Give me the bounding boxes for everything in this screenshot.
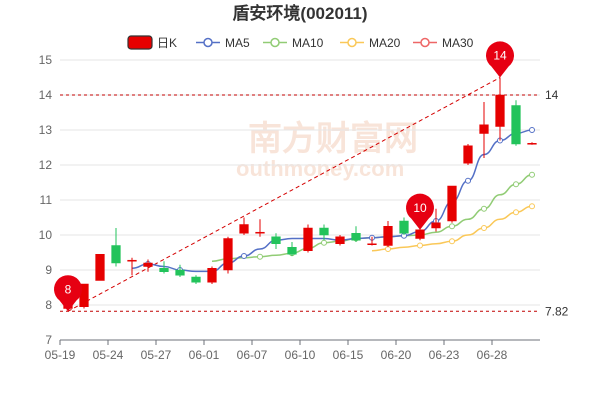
candle-body: [335, 236, 345, 244]
chart-title: 盾安环境(002011): [232, 3, 367, 23]
watermark-cn: 南方财富网: [248, 119, 418, 158]
candle-body: [463, 145, 473, 164]
legend-marker: [203, 37, 213, 48]
candle-body: [319, 227, 329, 236]
candle-body: [431, 222, 441, 229]
ma10-point: [513, 181, 519, 188]
legend-label: MA20: [369, 36, 401, 50]
candle-body: [95, 254, 105, 281]
x-tick-label: 06-01: [189, 348, 220, 362]
y-tick-label: 10: [39, 228, 53, 242]
ma10-point: [481, 205, 487, 212]
candlesticks: [63, 77, 537, 312]
ma20-point: [449, 238, 455, 245]
legend-label: MA10: [292, 36, 324, 50]
pin-marker: [406, 193, 434, 230]
pin-marker: [486, 41, 514, 78]
legend: 日K MA5 MA10 MA20 MA30: [127, 35, 474, 50]
pin-label: 14: [493, 49, 507, 63]
ma5-point: [465, 177, 471, 184]
candle-body: [287, 247, 297, 255]
candle-body: [271, 236, 281, 244]
y-tick-label: 7: [45, 333, 52, 347]
candle-body: [415, 229, 425, 239]
x-tick-label: 06-23: [429, 348, 460, 362]
y-tick-label: 11: [40, 193, 53, 207]
price-pins: 8 10 14: [54, 41, 514, 312]
candle-body: [127, 259, 137, 262]
candle-body: [495, 94, 505, 127]
candle-body: [367, 243, 377, 245]
reference-label: 7.82: [545, 304, 569, 318]
pin-label: 8: [65, 282, 72, 296]
reference-label: 14: [545, 88, 559, 102]
candle-body: [303, 227, 313, 251]
trend-line: [67, 77, 501, 312]
ma10-point: [257, 253, 263, 260]
pin-marker: [54, 275, 83, 312]
y-tick-label: 14: [39, 88, 53, 102]
legend-marker: [270, 37, 280, 48]
candle-body: [255, 231, 265, 234]
ma10-point: [529, 171, 535, 178]
candle-body: [399, 220, 409, 234]
x-tick-label: 06-15: [333, 348, 364, 362]
ma20-point: [513, 209, 519, 216]
candle-body: [143, 262, 153, 267]
legend-label: 日K: [157, 36, 177, 50]
legend-label: MA5: [225, 36, 250, 50]
x-tick-label: 05-19: [45, 348, 76, 362]
candle-body: [191, 276, 201, 283]
candle-body: [175, 269, 185, 276]
watermark: 南方财富网 outhmoney.com: [236, 119, 418, 181]
ma5-point: [529, 127, 535, 133]
x-tick-label: 06-28: [477, 348, 508, 362]
candle-body: [511, 105, 521, 145]
x-tick-label: 06-10: [285, 348, 316, 362]
candle-body: [239, 224, 249, 234]
y-tick-label: 12: [39, 158, 53, 172]
ma20-point: [529, 203, 535, 210]
y-tick-label: 13: [39, 123, 53, 137]
x-tick-label: 06-20: [381, 348, 412, 362]
candle-body: [447, 185, 457, 222]
ma10-point: [449, 223, 455, 230]
ma5-point: [241, 253, 247, 259]
candle-body: [111, 245, 121, 264]
legend-candle-swatch: [127, 35, 153, 50]
x-tick-label: 06-07: [237, 348, 268, 362]
reference-lines: 147.82: [60, 77, 569, 318]
candle-body: [159, 268, 169, 272]
legend-marker: [347, 37, 357, 48]
ma20-point: [481, 225, 487, 231]
candle-body: [383, 226, 393, 246]
ma20-point: [417, 242, 423, 249]
legend-label: MA30: [442, 36, 474, 50]
candle-body: [527, 143, 537, 145]
x-tick-label: 05-27: [141, 348, 172, 362]
y-tick-label: 15: [39, 53, 53, 67]
x-tick-label: 05-24: [93, 348, 124, 362]
ma10-point: [321, 239, 327, 246]
candle-body: [351, 233, 361, 241]
y-tick-label: 8: [45, 298, 52, 312]
watermark-en: outhmoney.com: [236, 156, 404, 181]
y-tick-label: 9: [45, 263, 52, 277]
candle-body: [223, 238, 233, 271]
candle-body: [479, 124, 489, 134]
legend-marker: [420, 37, 430, 48]
candle-body: [207, 268, 217, 283]
pin-label: 10: [413, 201, 427, 215]
